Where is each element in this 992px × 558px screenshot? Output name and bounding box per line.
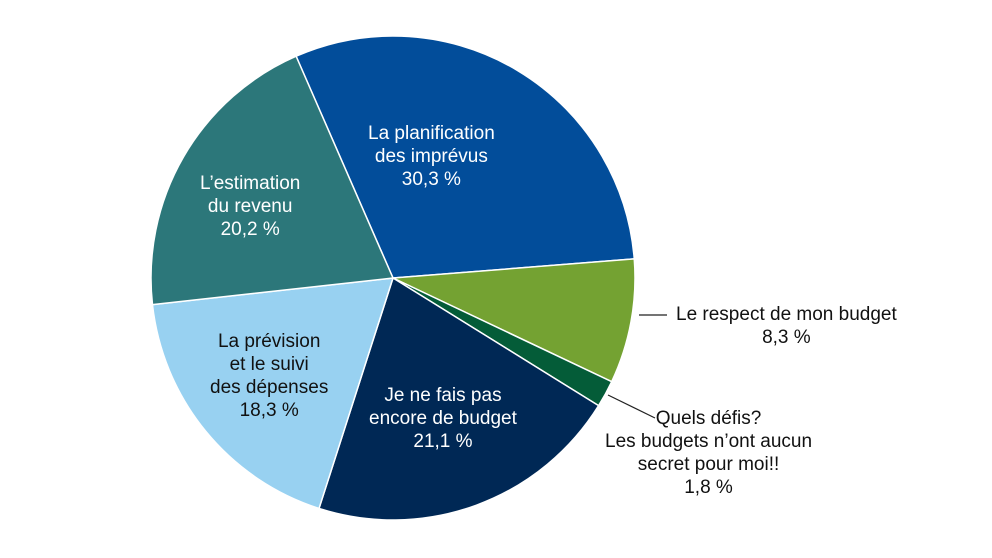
label-line: Je ne fais pas	[384, 385, 502, 406]
label-line: La planification	[368, 123, 495, 144]
slice-label-prevision: La prévision et le suivi des dépenses 18…	[210, 330, 328, 422]
label-line: et le suivi	[229, 354, 309, 375]
slice-label-respect: Le respect de mon budget 8,3 %	[676, 303, 897, 349]
slice-label-estimation: L’estimation du revenu 20,2 %	[200, 172, 300, 241]
leader-line-defis	[607, 394, 656, 419]
label-line: Les budgets n’ont aucun	[605, 431, 813, 452]
label-line: secret pour moi!!	[637, 454, 780, 475]
slice-label-pas-de-budget: Je ne fais pas encore de budget 21,1 %	[369, 384, 517, 453]
pie-slice	[392, 258, 636, 383]
label-line: Le respect de mon budget	[676, 304, 897, 325]
pie-slice	[318, 277, 600, 521]
label-value: 30,3 %	[401, 169, 461, 190]
label-line: des imprévus	[374, 146, 488, 167]
label-value: 18,3 %	[239, 400, 299, 421]
label-value: 20,2 %	[220, 219, 280, 240]
label-line: du revenu	[207, 196, 293, 217]
slice-label-defis: Quels défis? Les budgets n’ont aucun sec…	[605, 407, 812, 499]
label-line: des dépenses	[210, 377, 329, 398]
label-line: L’estimation	[200, 173, 301, 194]
label-line: encore de budget	[369, 408, 517, 429]
label-line: Quels défis?	[655, 408, 762, 429]
pie-slice	[150, 55, 394, 306]
pie-slice	[295, 35, 635, 279]
pie-slice	[151, 277, 394, 510]
label-value: 21,1 %	[413, 431, 473, 452]
label-value: 1,8 %	[684, 477, 733, 498]
label-value: 8,3 %	[762, 327, 811, 348]
label-line: La prévision	[217, 331, 321, 352]
slice-label-planification: La planification des imprévus 30,3 %	[368, 122, 495, 191]
